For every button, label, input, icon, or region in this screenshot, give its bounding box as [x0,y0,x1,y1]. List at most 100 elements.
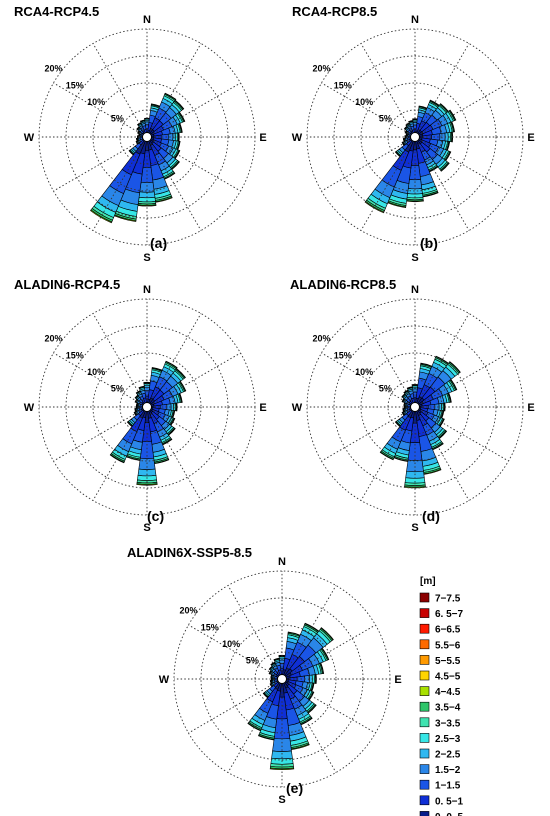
sector-bin [449,361,461,373]
radial-tick-label: 20% [45,334,63,344]
rose-area: 5% 10%15%20% N E S W [24,284,267,534]
compass-n: N [143,14,151,26]
grid-spoke [92,136,148,231]
grid-spoke [281,678,337,773]
compass-e: E [527,402,534,414]
sector-255 [269,678,283,684]
sector-bin [440,162,450,172]
grid-circle [200,597,364,761]
sector-bin [179,380,187,392]
legend-label: 0−0. 5 [435,812,464,816]
center-hub [277,674,287,684]
grid-circle [227,624,337,734]
legend-swatch [419,811,430,816]
legend-swatch [419,701,430,712]
grid-spoke [414,136,509,192]
legend-swatch [419,764,430,774]
radial-tick-label: 5% [379,384,392,394]
grid-spoke [414,136,470,231]
panel-title: RCA4-RCP4.5 [14,4,99,19]
legend-item: 4.5−5 [419,670,461,683]
center-hub [410,132,420,142]
grid-spoke [414,313,470,408]
rose-area: 5% 10%15%20% N E S W [24,14,267,264]
radial-tick-label: 15% [201,622,219,632]
panel-label: (a) [150,235,167,251]
legend-item: 6. 5−7 [419,608,464,620]
sector-45 [146,99,185,138]
grid-spoke [281,585,337,680]
radial-tick-label: 20% [45,64,63,74]
sector-bin [321,647,330,661]
sector-bin [273,657,280,661]
sector-bin [165,360,178,369]
legend-swatch [419,623,430,634]
grid-spoke [146,136,202,231]
sector-bin [448,392,452,403]
legend-item: 7−7.5 [419,592,461,605]
compass-e: E [394,674,401,686]
sector-bin [439,132,446,142]
panel-label: (c) [147,508,164,524]
legend-label: 2.5−3 [435,734,461,745]
grid-spoke [53,406,148,462]
grid-spoke [146,352,241,408]
sector-bin [408,120,414,123]
sector-90 [414,402,446,412]
legend-swatch [419,748,430,759]
rose-area: 5% 10%15%20% N E S W [292,14,535,264]
grid-spoke [321,406,416,462]
compass-s: S [411,522,418,534]
windrose-panel-d: ALADIN6-RCP8.5 5% 10%15%20% N E S W (d) [290,277,535,534]
legend-label: 4.5−5 [435,672,461,683]
grid-circle [92,352,202,462]
legend-item: 1.5−2 [419,764,461,776]
grid-spoke [146,406,241,462]
radial-tick-label: 10% [87,97,105,107]
legend-item: 3.5−4 [419,701,461,714]
legend-label: 2−2.5 [435,750,461,761]
legend-item: 0−0. 5 [419,811,464,816]
sector-75 [414,121,455,138]
legend-swatch [419,592,430,603]
panel-title: ALADIN6X-SSP5-8.5 [127,545,252,560]
compass-n: N [411,14,419,26]
sector-225 [262,678,283,699]
center-hub [142,402,152,412]
compass-w: W [292,132,303,144]
sector-bin [451,121,455,133]
grid-spoke [360,136,416,231]
radial-tick-label: 5% [379,114,392,124]
sector-bin [247,722,262,732]
radial-tick-label: 10% [87,367,105,377]
sector-bin [179,392,183,403]
grid-spoke [360,406,416,501]
sector-bin [320,662,325,674]
grid-spoke [92,313,148,408]
sector-bin [90,209,113,224]
grid-spoke [188,624,283,680]
grid-spoke [188,678,283,734]
compass-n: N [411,284,419,296]
grid-spoke [227,585,283,680]
sector-bin [407,179,423,190]
radial-tick-label: 10% [222,639,240,649]
grid-spoke [53,82,148,138]
sector-45 [281,627,334,680]
sector-bin [164,92,177,101]
sector-bin [269,680,272,684]
legend-swatch [419,733,430,743]
grid-spoke [146,136,241,192]
windrose-panel-e: ALADIN6X-SSP5-8.5 5% 10%15%20% N E S W (e) [127,545,402,806]
sector-bin [178,111,186,122]
panel-title: ALADIN6-RCP8.5 [290,277,396,292]
windrose-panel-b: RCA4-RCP8.5 5% 10%15%20% N E S W (b) [292,4,535,264]
center-hub [410,402,420,412]
grid-spoke [414,43,470,138]
legend-label: 4−4.5 [435,687,461,698]
radial-tick-label: 10% [355,367,373,377]
sector-bin [178,132,180,142]
radial-tick-label: 15% [334,350,352,360]
sector-345 [406,386,416,408]
radial-tick-label: 5% [246,656,259,666]
